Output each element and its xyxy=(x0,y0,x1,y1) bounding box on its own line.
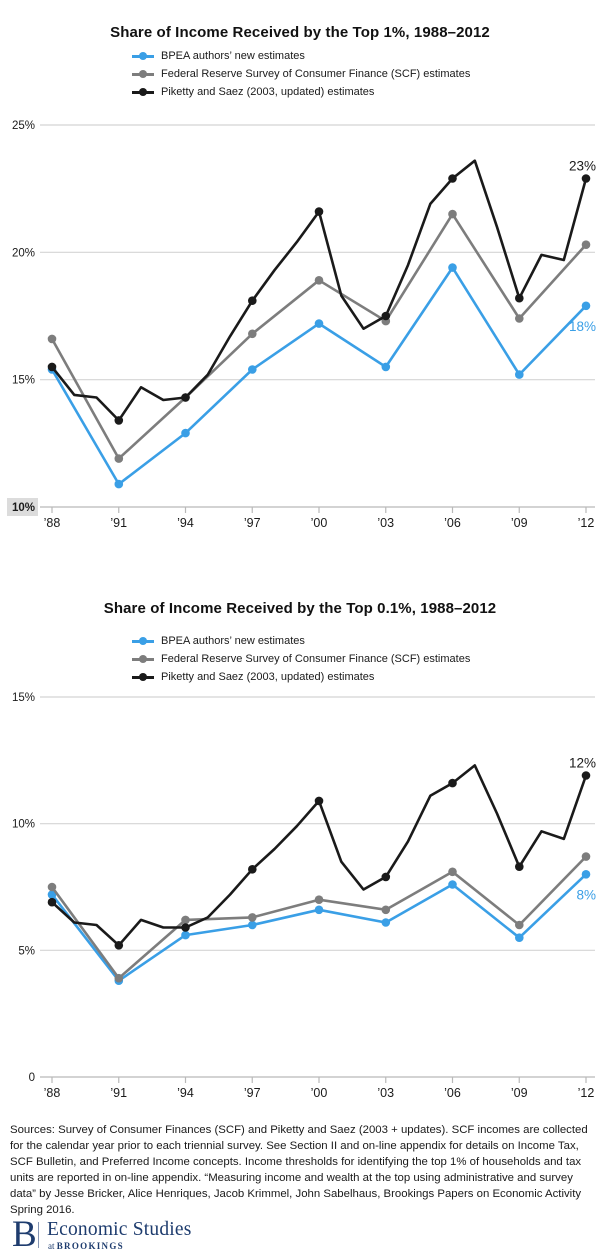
legend-item-piketty: Piketty and Saez (2003, updated) estimat… xyxy=(132,668,470,686)
line-marker-icon xyxy=(132,673,154,681)
footer-divider xyxy=(38,1222,39,1248)
svg-text:20%: 20% xyxy=(12,247,35,259)
svg-text:10%: 10% xyxy=(12,502,35,514)
svg-text:0: 0 xyxy=(29,1072,35,1084)
svg-text:10%: 10% xyxy=(12,819,35,831)
svg-text:’03: ’03 xyxy=(377,516,394,530)
dot-icon xyxy=(139,673,147,681)
sources-note: Sources: Survey of Consumer Finances (SC… xyxy=(10,1124,588,1216)
top-0-1-percent-chart-legend: BPEA authors’ new estimates Federal Rese… xyxy=(132,632,470,686)
svg-text:25%: 25% xyxy=(12,120,35,132)
line-marker-icon xyxy=(132,655,154,663)
line-marker-icon xyxy=(132,70,154,78)
top-0-1-percent-line-chart: 15% 10% 5% 0 ’88 ’91 ’94 ’97 ’00 ’03 ’06 ’09 ’12 8% 12… xyxy=(12,692,596,1100)
line-marker-icon xyxy=(132,88,154,96)
svg-text:’09: ’09 xyxy=(511,1086,528,1100)
legend-item-bpea: BPEA authors’ new estimates xyxy=(132,47,470,65)
svg-text:’91: ’91 xyxy=(110,1086,127,1100)
footer-program-title: Economic Studies xyxy=(47,1219,192,1240)
footer-subtitle-brookings: BROOKINGS xyxy=(56,1241,124,1251)
top-1-percent-chart-legend: BPEA authors’ new estimates Federal Rese… xyxy=(132,47,470,101)
svg-text:15%: 15% xyxy=(12,375,35,387)
svg-text:’97: ’97 xyxy=(244,1086,261,1100)
legend-item-scf: Federal Reserve Survey of Consumer Finan… xyxy=(132,65,470,83)
legend-item-scf: Federal Reserve Survey of Consumer Finan… xyxy=(132,650,470,668)
svg-text:18%: 18% xyxy=(569,319,596,334)
dot-icon xyxy=(139,52,147,60)
footer-subtitle: at BROOKINGS xyxy=(48,1241,124,1251)
svg-text:5%: 5% xyxy=(18,945,35,957)
svg-text:’06: ’06 xyxy=(444,1086,461,1100)
dot-icon xyxy=(139,70,147,78)
svg-text:8%: 8% xyxy=(576,887,596,902)
svg-text:’03: ’03 xyxy=(377,1086,394,1100)
legend-item-label: BPEA authors’ new estimates xyxy=(161,635,305,647)
line-marker-icon xyxy=(132,52,154,60)
legend-item-label: Federal Reserve Survey of Consumer Finan… xyxy=(161,68,471,80)
svg-text:’00: ’00 xyxy=(311,1086,328,1100)
svg-text:’12: ’12 xyxy=(578,1086,595,1100)
legend-item-label: Piketty and Saez (2003, updated) estimat… xyxy=(161,86,375,98)
top-1-percent-line-chart: 25% 20% 15% 10% ’88 ’91 ’94 ’97 ’00 ’03 ’06 ’09 ’12 1… xyxy=(7,120,596,530)
footer-subtitle-at: at xyxy=(48,1241,55,1251)
svg-text:’88: ’88 xyxy=(44,1086,61,1100)
svg-text:’00: ’00 xyxy=(311,516,328,530)
top-0-1-percent-chart-title: Share of Income Received by the Top 0.1%… xyxy=(103,600,497,617)
svg-text:’91: ’91 xyxy=(110,516,127,530)
svg-text:’94: ’94 xyxy=(177,516,194,530)
legend-item-piketty: Piketty and Saez (2003, updated) estimat… xyxy=(132,83,470,101)
svg-text:’12: ’12 xyxy=(578,516,595,530)
dot-icon xyxy=(139,655,147,663)
dot-icon xyxy=(139,637,147,645)
legend-item-bpea: BPEA authors’ new estimates xyxy=(132,632,470,650)
svg-text:’97: ’97 xyxy=(244,516,261,530)
svg-text:12%: 12% xyxy=(569,756,596,771)
svg-text:15%: 15% xyxy=(12,692,35,704)
top-1-percent-chart-title: Share of Income Received by the Top 1%, … xyxy=(110,24,490,41)
svg-text:’06: ’06 xyxy=(444,516,461,530)
brookings-b-logo: B xyxy=(12,1214,37,1255)
svg-text:’94: ’94 xyxy=(177,1086,194,1100)
legend-item-label: BPEA authors’ new estimates xyxy=(161,50,305,62)
svg-text:’88: ’88 xyxy=(44,516,61,530)
legend-item-label: Federal Reserve Survey of Consumer Finan… xyxy=(161,653,471,665)
svg-text:’09: ’09 xyxy=(511,516,528,530)
brookings-footer: B Economic Studies at BROOKINGS xyxy=(0,1214,600,1255)
legend-item-label: Piketty and Saez (2003, updated) estimat… xyxy=(161,671,375,683)
line-marker-icon xyxy=(132,637,154,645)
svg-text:23%: 23% xyxy=(569,159,596,174)
dot-icon xyxy=(139,88,147,96)
